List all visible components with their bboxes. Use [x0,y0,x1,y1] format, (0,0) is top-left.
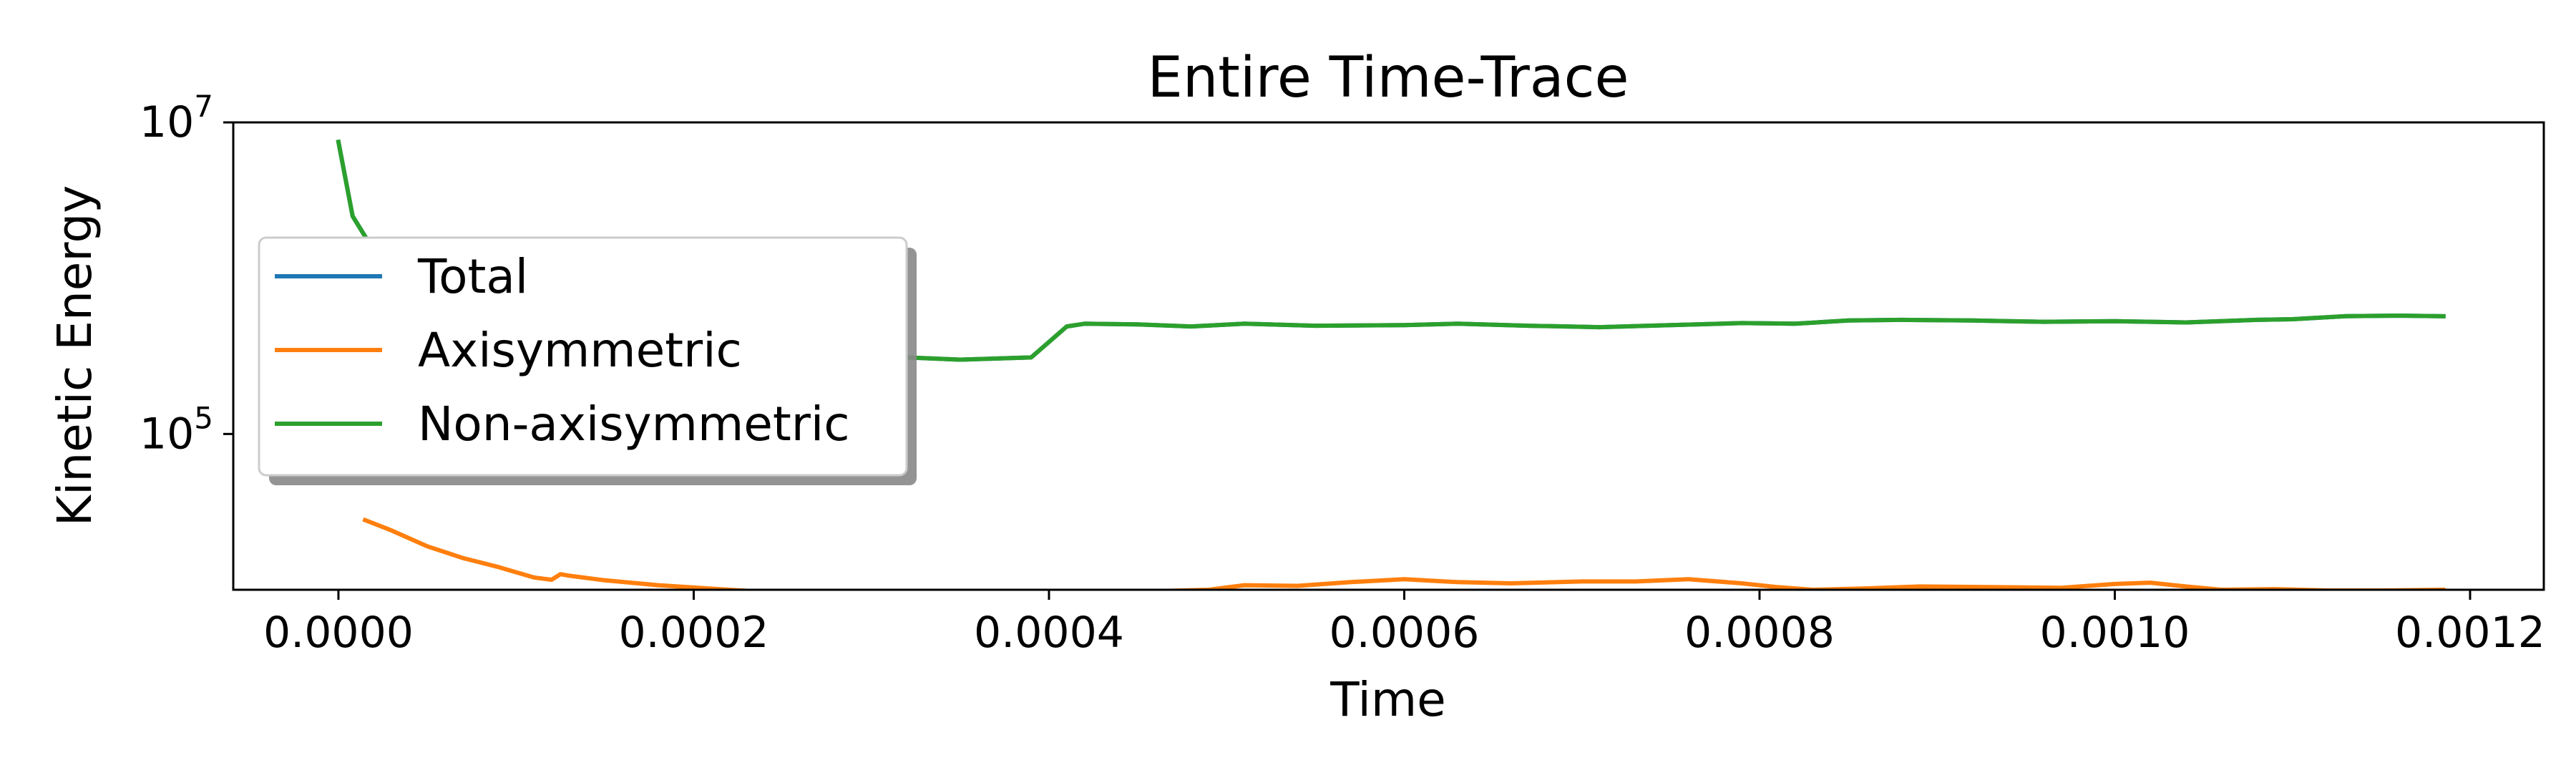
y-axis-label: Kinetic Energy [47,185,102,527]
x-tick-label: 0.0010 [2039,608,2190,658]
axes-frame [232,121,2545,591]
y-tick-label: 105 [140,400,213,459]
legend-box [258,236,908,477]
y-tick-exponent: 7 [194,89,213,124]
legend: Total Axisymmetric Non-axisymmetric [258,236,917,485]
x-axis-ticks: 0.0000 0.0002 0.0004 0.0006 0.0008 0.0010 0.00… [263,590,2545,658]
x-tick-label: 0.0012 [2395,608,2545,658]
series-line-axisymmetric [362,517,2446,590]
x-tick-label: 0.0008 [1684,608,1835,658]
y-tick-base: 10 [140,97,194,147]
x-tick-label: 0.0002 [618,608,769,658]
x-tick-label: 0.0000 [263,608,414,658]
legend-label: Total [417,249,528,304]
legend-label: Non-axisymmetric [418,397,850,452]
x-tick-label: 0.0006 [1329,608,1479,658]
x-axis-label: Time [1330,672,1446,727]
legend-label: Axisymmetric [418,323,742,378]
y-tick-label: 107 [140,89,213,147]
x-tick-label: 0.0004 [974,608,1124,658]
y-tick-base: 10 [140,409,194,459]
chart-title: Entire Time-Trace [1148,46,1629,110]
y-tick-exponent: 5 [194,400,213,435]
